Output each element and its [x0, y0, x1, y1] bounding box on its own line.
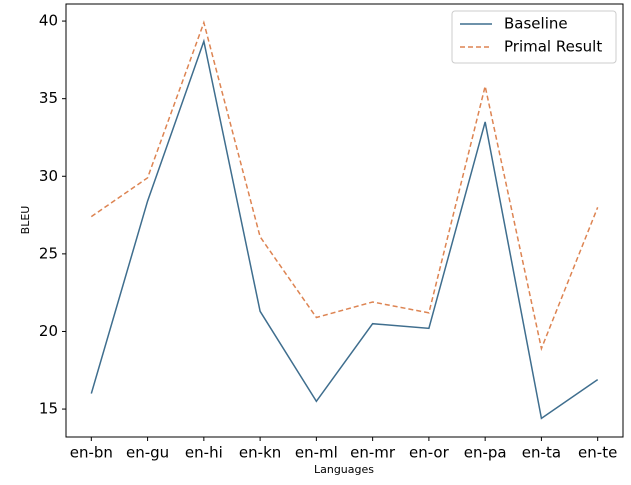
y-tick-label: 25 — [39, 244, 58, 262]
y-axis-label: BLEU — [19, 206, 32, 235]
axes: 15 20 25 30 35 40 en-bn en-gu en-hi en-kn en-ml en-… — [39, 12, 617, 462]
x-tick-label: en-ml — [295, 444, 338, 462]
legend: Baseline Primal Result — [451, 10, 617, 64]
x-tick-label: en-gu — [126, 444, 169, 462]
x-tick-label: en-bn — [70, 444, 113, 462]
x-tick-label: en-ta — [522, 444, 561, 462]
y-tick-label: 30 — [39, 167, 58, 185]
series-line — [90, 38, 599, 420]
x-tick-label: en-pa — [464, 444, 507, 462]
series-line — [90, 20, 599, 352]
legend-box — [451, 10, 617, 64]
x-axis-label: Languages — [314, 463, 374, 476]
y-tick-label: 20 — [39, 322, 58, 340]
lines — [90, 20, 599, 420]
x-tick-label: en-or — [409, 444, 450, 462]
y-tick-label: 35 — [39, 89, 58, 107]
x-tick-label: en-kn — [239, 444, 281, 462]
x-tick-label: en-te — [578, 444, 617, 462]
x-tick-label: en-mr — [350, 444, 396, 462]
legend-label: Baseline — [504, 15, 568, 33]
x-tick-label: en-hi — [185, 444, 223, 462]
plot-frame — [65, 3, 624, 438]
y-tick-label: 15 — [39, 400, 58, 418]
y-tick-label: 40 — [39, 12, 58, 30]
legend-label: Primal Result — [504, 38, 602, 56]
